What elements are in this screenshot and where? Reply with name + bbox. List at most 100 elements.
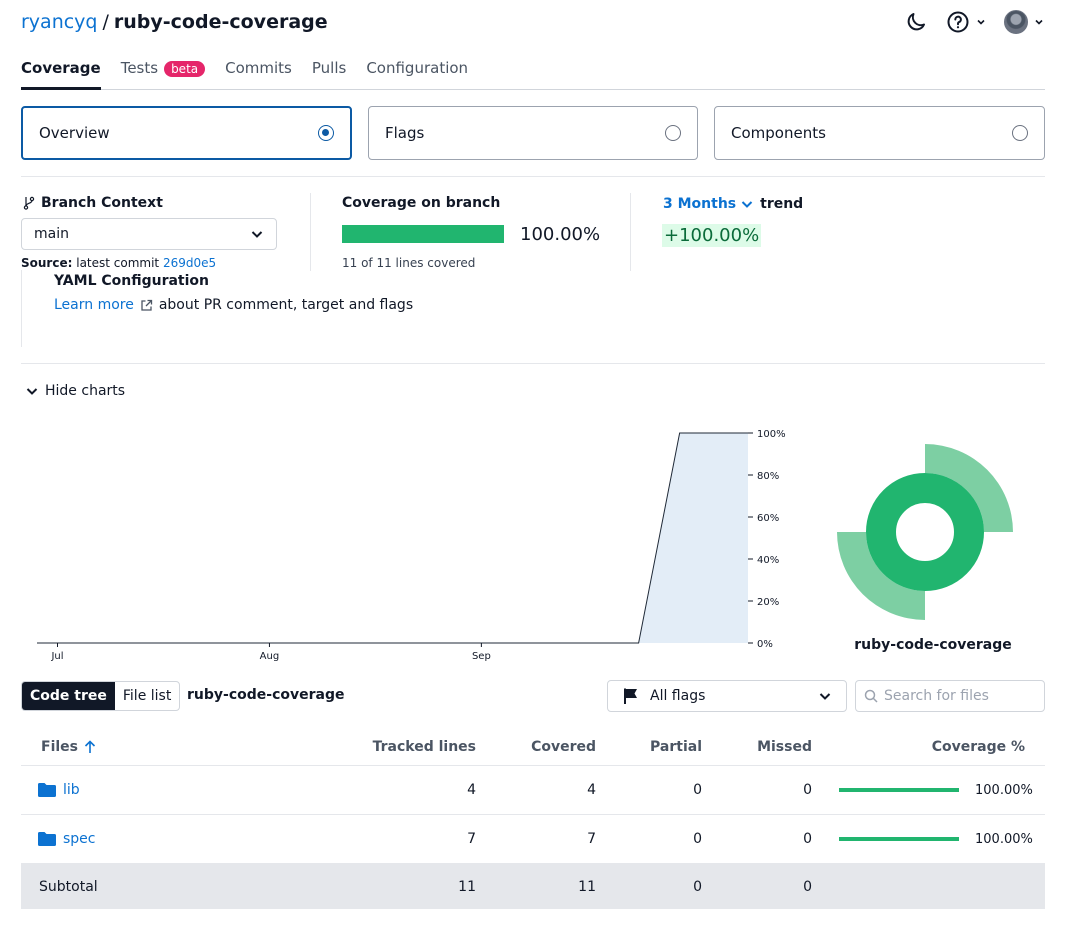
repo-tabs: Coverage Tests beta Commits Pulls Configu… (21, 57, 1045, 90)
avatar (1004, 10, 1028, 34)
branch-icon (23, 196, 35, 210)
file-search (855, 680, 1045, 712)
file-name-cell: spec (21, 831, 341, 847)
y-tick-label: 100% (757, 429, 786, 440)
flags-card[interactable]: Flags (368, 106, 698, 160)
chevron-down-icon (819, 693, 831, 700)
file-list-button[interactable]: File list (122, 688, 172, 704)
commit-link[interactable]: 269d0e5 (162, 256, 217, 270)
sunburst-outer-segment[interactable] (925, 444, 1013, 532)
coverage-trend-chart: 100% 80% 60% 40% 20% 0% Jul Aug Sep (37, 429, 786, 662)
flags-select[interactable]: All flags (607, 680, 847, 712)
tab-coverage[interactable]: Coverage (21, 57, 101, 90)
x-tick-label: Sep (472, 651, 491, 662)
coverage-percent: 100.00% (975, 782, 1033, 798)
partial-cell: 0 (693, 782, 702, 798)
table-header: Files Tracked lines Covered Partial Miss… (21, 728, 1045, 766)
hide-charts-toggle[interactable]: Hide charts (25, 383, 125, 399)
branch-coverage-bar (342, 225, 504, 243)
coverage-bar (839, 837, 959, 841)
covered-column-header[interactable]: Covered (531, 738, 596, 755)
tracked-lines-cell: 4 (467, 782, 476, 798)
tab-label: Configuration (366, 59, 469, 77)
y-tick-label: 40% (757, 555, 779, 566)
arrow-up-icon (84, 739, 96, 753)
code-tree-button[interactable]: Code tree (22, 682, 115, 710)
branch-context-heading: Branch Context (23, 195, 163, 211)
folder-icon (38, 832, 56, 846)
owner-link[interactable]: ryancyq (21, 11, 98, 33)
tracked-lines-cell: 7 (467, 831, 476, 847)
tab-commits[interactable]: Commits (225, 57, 292, 90)
branch-context-label: Branch Context (41, 195, 163, 211)
search-input[interactable] (884, 688, 1034, 704)
tab-configuration[interactable]: Configuration (366, 57, 468, 90)
sunburst-chart (837, 444, 1013, 620)
divider (21, 270, 22, 347)
tracked-column-header[interactable]: Tracked lines (372, 738, 476, 755)
missed-cell: 0 (803, 878, 812, 895)
coverage-percent: 100.00% (975, 831, 1033, 847)
flags-select-value: All flags (650, 688, 706, 704)
coverage-bar (839, 788, 959, 792)
chevron-down-icon (741, 201, 753, 208)
partial-cell: 0 (693, 878, 702, 895)
folder-link[interactable]: lib (63, 782, 80, 798)
y-tick-label: 60% (757, 513, 779, 524)
user-menu-button[interactable] (1004, 10, 1044, 34)
partial-cell: 0 (693, 831, 702, 847)
divider (310, 193, 311, 271)
tab-label: Pulls (311, 59, 347, 77)
breadcrumb-separator: / (102, 11, 109, 33)
beta-badge: beta (164, 61, 206, 77)
flag-icon (624, 688, 637, 704)
radio-selected-icon (318, 125, 334, 141)
trend-period-value: 3 Months (663, 196, 737, 212)
files-table: Files Tracked lines Covered Partial Miss… (21, 728, 1045, 909)
coverage-bar-fill (839, 788, 959, 792)
coverage-bar-fill (839, 837, 959, 841)
trend-period-select[interactable]: 3 Months (663, 196, 754, 212)
files-column-header[interactable]: Files (21, 739, 341, 755)
area-fill (638, 433, 748, 643)
coverage-on-branch-label: Coverage on branch (342, 195, 501, 211)
overview-label: Overview (39, 124, 110, 142)
coverage-cell: 100.00% (812, 832, 1045, 847)
folder-link[interactable]: spec (63, 831, 96, 847)
covered-cell: 11 (578, 878, 596, 895)
external-link-icon[interactable] (140, 299, 153, 312)
trend-value: +100.00% (662, 224, 762, 247)
missed-column-header[interactable]: Missed (757, 738, 812, 755)
missed-cell: 0 (803, 782, 812, 798)
sunburst-inner-ring[interactable] (866, 473, 984, 591)
column-label: Files (41, 738, 78, 755)
branch-select[interactable]: main (21, 218, 277, 250)
sunburst-outer-segment[interactable] (837, 532, 925, 620)
components-card[interactable]: Components (714, 106, 1045, 160)
x-axis: Jul Aug Sep (50, 643, 491, 662)
tab-pulls[interactable]: Pulls (312, 57, 346, 90)
trend-heading: 3 Months trend (663, 196, 803, 212)
coverage-column-header[interactable]: Coverage % (931, 738, 1025, 755)
flags-label: Flags (385, 124, 425, 142)
x-tick-label: Jul (50, 651, 63, 662)
trend-label: trend (760, 196, 804, 212)
moon-icon (907, 13, 925, 31)
tab-tests[interactable]: Tests beta (121, 57, 206, 90)
yaml-description: about PR comment, target and flags (158, 297, 414, 313)
learn-more-link[interactable]: Learn more (54, 297, 134, 313)
branch-coverage-percent: 100.00% (520, 224, 601, 245)
theme-toggle-button[interactable] (904, 10, 928, 34)
overview-card[interactable]: Overview (21, 106, 352, 160)
lines-covered-text: 11 of 11 lines covered (342, 256, 476, 270)
table-row: lib 4 4 0 0 100.00% (21, 766, 1045, 815)
tracked-lines-cell: 11 (458, 878, 476, 895)
help-menu-button[interactable] (946, 10, 986, 34)
chart-plot (37, 432, 748, 644)
y-axis: 100% 80% 60% 40% 20% 0% (748, 429, 786, 650)
x-tick-label: Aug (260, 651, 280, 662)
partial-column-header[interactable]: Partial (650, 738, 702, 755)
y-tick-label: 0% (757, 639, 773, 650)
branch-coverage-bar-fill (342, 225, 504, 243)
source-text: latest commit (76, 256, 160, 270)
